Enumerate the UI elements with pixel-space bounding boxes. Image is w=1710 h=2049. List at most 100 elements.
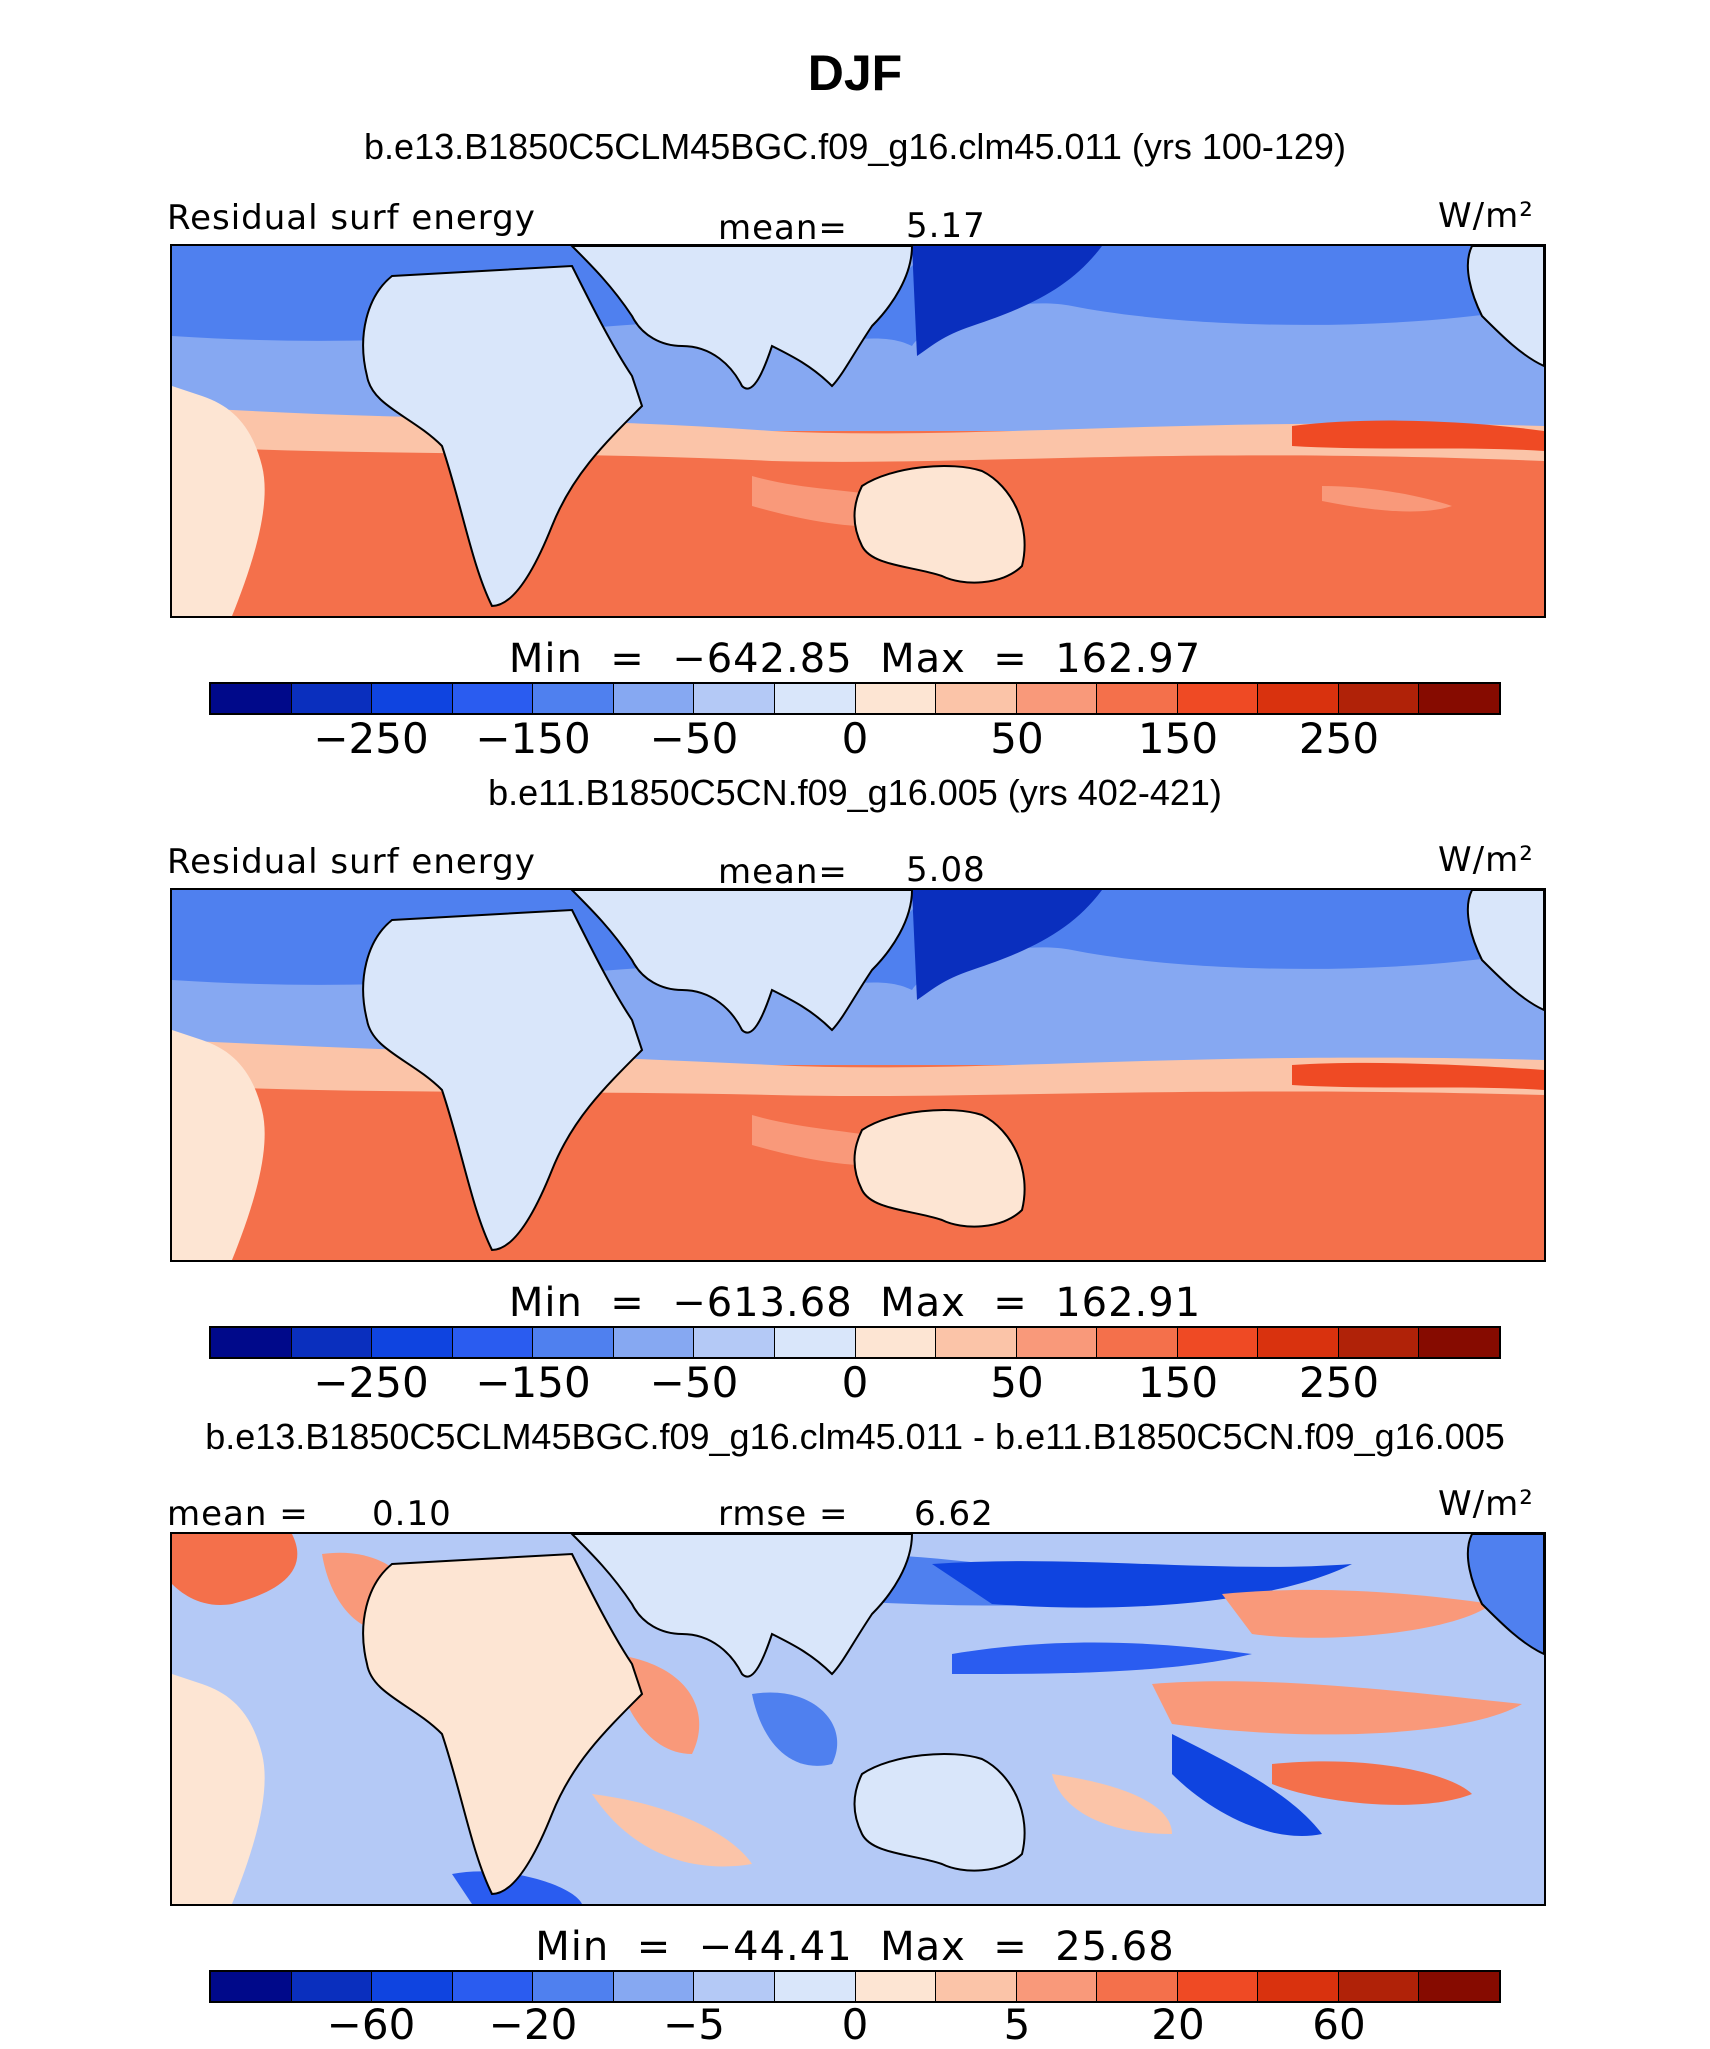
- colorbar-swatch: [1338, 1328, 1420, 1357]
- africa-land: [362, 908, 644, 1252]
- panel-1-variable-label: Residual surf energy: [167, 198, 536, 238]
- diff-patch: [1222, 1589, 1492, 1638]
- diff-patch: [752, 1692, 838, 1766]
- panel-3-min-max: Min = −44.41 Max = 25.68: [535, 1924, 1175, 1970]
- panel-3-min-label: Min: [535, 1924, 610, 1970]
- south-america-land: [172, 1030, 265, 1260]
- colorbar-swatch: [694, 684, 775, 713]
- colorbar-swatch: [1016, 684, 1098, 713]
- panel-1-map-field: [172, 246, 1544, 616]
- colorbar-swatch: [1097, 684, 1178, 713]
- panel-1-min-value: −642.85: [672, 636, 853, 682]
- panel-1-min-max: Min = −642.85 Max = 162.97: [508, 636, 1202, 682]
- colorbar-swatch: [1097, 1972, 1178, 2001]
- panel-3-case-title: b.e13.B1850C5CLM45BGC.f09_g16.clm45.011 …: [205, 1416, 1505, 1457]
- colorbar-swatch: [1258, 1972, 1339, 2001]
- panel-3-tick: 20: [1151, 2000, 1205, 2049]
- colorbar-swatch: [291, 1328, 373, 1357]
- colorbar-swatch: [855, 1972, 937, 2001]
- north-america-land: [1466, 246, 1544, 368]
- panel-3-mean-label: mean =: [167, 1494, 309, 1534]
- diff-patch: [172, 1534, 298, 1605]
- panel-2-tick: −250: [313, 1358, 429, 1407]
- colorbar-swatch: [613, 1328, 695, 1357]
- panel-2-min-value: −613.68: [672, 1280, 853, 1326]
- africa-land: [362, 1552, 644, 1896]
- colorbar-swatch: [211, 684, 292, 713]
- colorbar-swatch: [291, 1972, 373, 2001]
- panel-2-mean-value: 5.08: [906, 850, 986, 890]
- colorbar-swatch: [452, 684, 534, 713]
- asia-land: [570, 1534, 914, 1678]
- colorbar-swatch: [855, 684, 937, 713]
- panel-1-max-label: Max: [880, 636, 966, 682]
- panel-2-tick: 150: [1137, 1358, 1219, 1407]
- colorbar-swatch: [1338, 684, 1420, 713]
- colorbar-swatch: [372, 684, 453, 713]
- panel-1-colorbar: [209, 682, 1501, 715]
- panel-1-case-title: b.e13.B1850C5CLM45BGC.f09_g16.clm45.011 …: [364, 126, 1346, 167]
- north-america-land: [1466, 1534, 1544, 1656]
- panel-2-min-max: Min = −613.68 Max = 162.91: [508, 1280, 1202, 1326]
- south-america-land: [172, 1674, 265, 1904]
- panel-3-mean-value: 0.10: [372, 1494, 452, 1534]
- panel-1-tick: −250: [313, 714, 429, 763]
- panel-3-tick: 5: [1003, 2000, 1031, 2049]
- colorbar-swatch: [1258, 1328, 1339, 1357]
- colorbar-swatch: [1177, 684, 1259, 713]
- kuroshio-region: [912, 890, 1102, 1000]
- panel-3-tick: −60: [326, 2000, 416, 2049]
- colorbar-swatch: [613, 1972, 695, 2001]
- diff-patch: [1052, 1774, 1172, 1834]
- asia-land: [570, 890, 914, 1034]
- panel-3-map-field: [172, 1534, 1544, 1904]
- colorbar-swatch: [211, 1328, 292, 1357]
- tropical-pacific-band: [1292, 1062, 1544, 1090]
- panel-1-tick: 150: [1137, 714, 1219, 763]
- colorbar-swatch: [936, 1328, 1017, 1357]
- colorbar-swatch: [774, 684, 856, 713]
- asia-land: [570, 246, 914, 390]
- colorbar-swatch: [533, 1328, 614, 1357]
- colorbar-swatch: [1258, 684, 1339, 713]
- panel-2-tick: −50: [649, 1358, 739, 1407]
- panel-3-max-label: Max: [880, 1924, 966, 1970]
- colorbar-swatch: [1338, 1972, 1420, 2001]
- diff-patch: [932, 1561, 1352, 1608]
- colorbar-swatch: [452, 1972, 534, 2001]
- panel-3-map: [170, 1532, 1546, 1906]
- panel-3-tick: −20: [488, 2000, 578, 2049]
- colorbar-swatch: [291, 684, 373, 713]
- colorbar-swatch: [774, 1972, 856, 2001]
- australia-land: [853, 1109, 1026, 1228]
- panel-2-map: [170, 888, 1546, 1262]
- north-america-land: [1466, 890, 1544, 1012]
- colorbar-swatch: [1016, 1972, 1098, 2001]
- panel-3-tick: −5: [663, 2000, 725, 2049]
- panel-2-max-label: Max: [880, 1280, 966, 1326]
- colorbar-swatch: [1097, 1328, 1178, 1357]
- colorbar-swatch: [533, 1972, 614, 2001]
- colorbar-swatch: [372, 1328, 453, 1357]
- kuroshio-region: [912, 246, 1102, 356]
- colorbar-swatch: [936, 684, 1017, 713]
- colorbar-swatch: [1419, 684, 1499, 713]
- colorbar-swatch: [936, 1972, 1017, 2001]
- south-america-land: [172, 386, 265, 616]
- page-title: DJF: [807, 45, 903, 101]
- panel-2-tick: 50: [990, 1358, 1044, 1407]
- diff-patch: [952, 1642, 1252, 1674]
- panel-2-tick: 250: [1298, 1358, 1380, 1407]
- diff-patch: [1152, 1681, 1522, 1735]
- australia-land: [853, 465, 1026, 584]
- panel-1-tick: 250: [1298, 714, 1380, 763]
- panel-1-tick: 0: [841, 714, 869, 763]
- panel-2-mean-label: mean=: [718, 852, 848, 892]
- panel-3-tick: 60: [1312, 2000, 1366, 2049]
- colorbar-swatch: [211, 1972, 292, 2001]
- panel-1-max-value: 162.97: [1055, 636, 1202, 682]
- colorbar-swatch: [1177, 1972, 1259, 2001]
- colorbar-swatch: [1419, 1328, 1499, 1357]
- colorbar-swatch: [1016, 1328, 1098, 1357]
- panel-3-min-value: −44.41: [698, 1924, 853, 1970]
